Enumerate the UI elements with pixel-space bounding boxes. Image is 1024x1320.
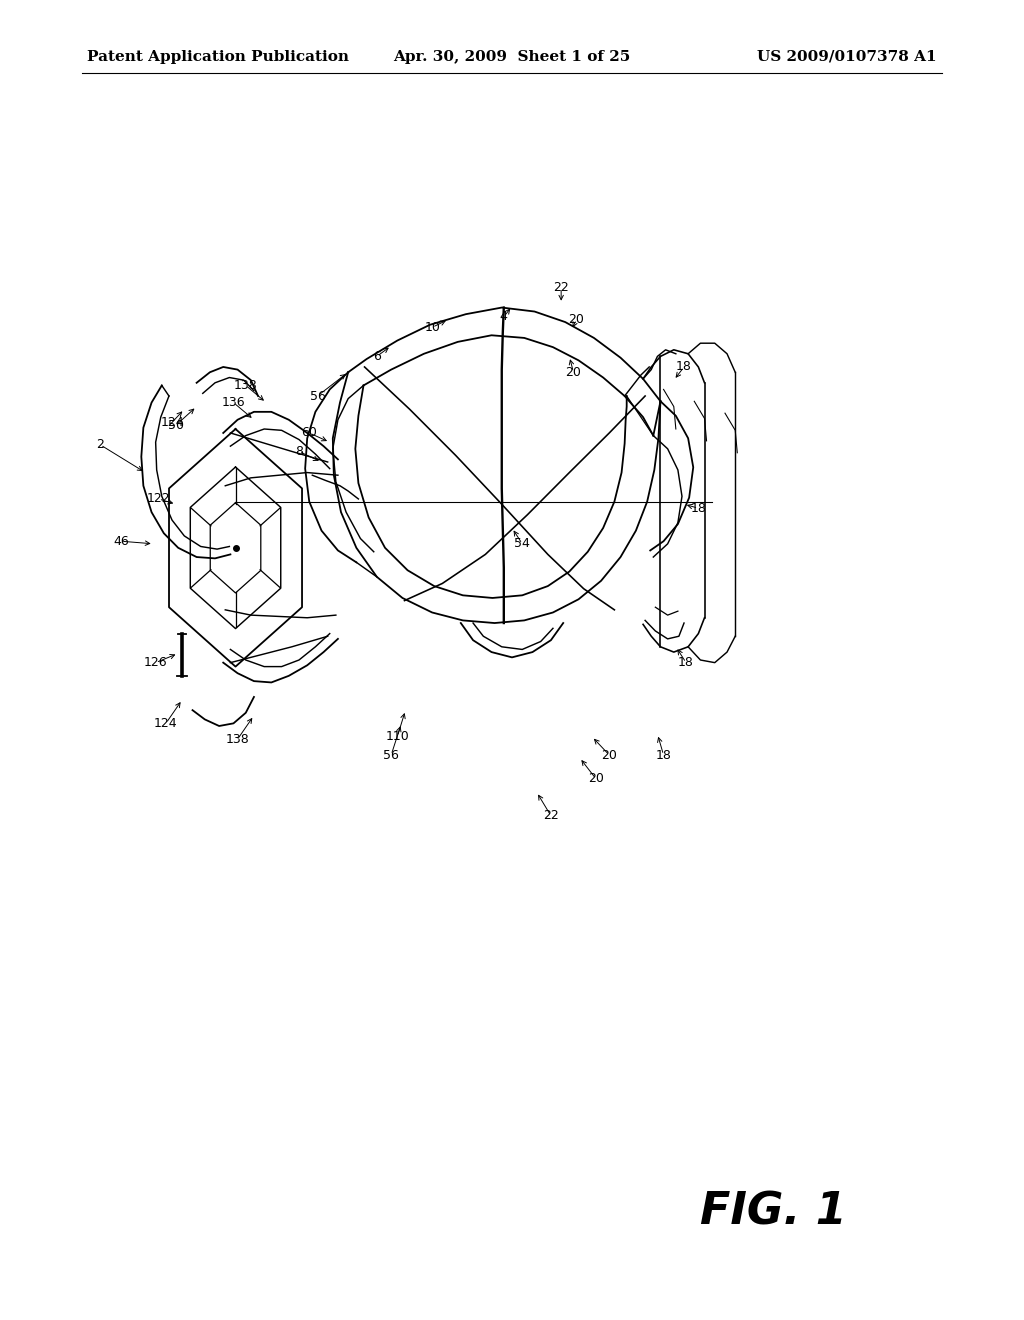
Text: 110: 110 [385, 730, 410, 743]
Text: 6: 6 [373, 350, 381, 363]
Text: 136: 136 [221, 396, 246, 409]
Text: 20: 20 [588, 772, 604, 785]
Text: 18: 18 [655, 748, 672, 762]
Text: US 2009/0107378 A1: US 2009/0107378 A1 [758, 50, 937, 63]
Text: Apr. 30, 2009  Sheet 1 of 25: Apr. 30, 2009 Sheet 1 of 25 [393, 50, 631, 63]
Text: 18: 18 [690, 502, 707, 515]
Text: 18: 18 [676, 360, 692, 374]
Text: 4: 4 [500, 310, 508, 323]
Text: 20: 20 [568, 313, 585, 326]
Text: 2: 2 [96, 438, 104, 451]
Text: 126: 126 [143, 656, 168, 669]
Text: 124: 124 [154, 717, 178, 730]
Text: 8: 8 [295, 445, 303, 458]
Text: 60: 60 [301, 426, 317, 440]
Text: FIG. 1: FIG. 1 [699, 1191, 847, 1233]
Text: 22: 22 [543, 809, 559, 822]
Text: 138: 138 [233, 379, 258, 392]
Text: 10: 10 [424, 321, 440, 334]
Text: 20: 20 [565, 366, 582, 379]
Text: 138: 138 [225, 733, 250, 746]
Text: 56: 56 [383, 748, 399, 762]
Text: 50: 50 [168, 418, 184, 432]
Text: 124: 124 [160, 416, 184, 429]
Text: 56: 56 [309, 389, 326, 403]
Text: 18: 18 [678, 656, 694, 669]
Text: Patent Application Publication: Patent Application Publication [87, 50, 349, 63]
Text: 22: 22 [553, 281, 569, 294]
Text: 54: 54 [514, 537, 530, 550]
Text: 122: 122 [146, 492, 171, 506]
Text: 20: 20 [601, 748, 617, 762]
Text: 46: 46 [113, 535, 129, 548]
